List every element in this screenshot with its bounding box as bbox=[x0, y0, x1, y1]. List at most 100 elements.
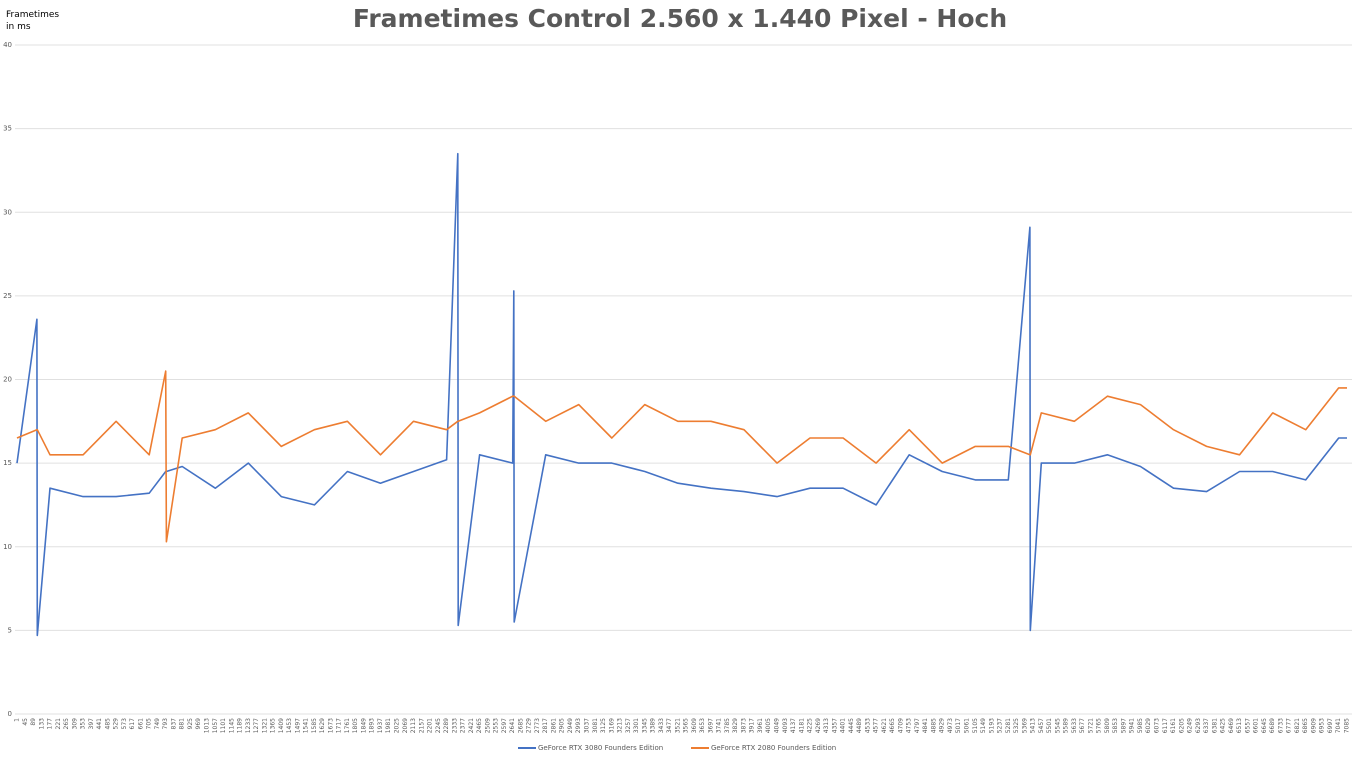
x-tick-label: 397 bbox=[88, 718, 95, 730]
x-tick-label: 1145 bbox=[228, 718, 235, 733]
x-tick-label: 5193 bbox=[988, 718, 995, 733]
x-tick-label: 529 bbox=[113, 718, 120, 730]
x-tick-label: 2949 bbox=[567, 718, 574, 733]
x-tick-label: 309 bbox=[71, 718, 78, 730]
x-tick-label: 1233 bbox=[245, 718, 252, 733]
x-tick-label: 5545 bbox=[1054, 718, 1061, 733]
y-tick-label: 35 bbox=[3, 125, 12, 133]
x-tick-label: 265 bbox=[63, 718, 70, 730]
x-tick-label: 4973 bbox=[947, 718, 954, 733]
x-tick-label: 1497 bbox=[294, 718, 301, 733]
x-tick-label: 3169 bbox=[608, 718, 615, 733]
x-tick-label: 4577 bbox=[873, 718, 880, 733]
x-tick-label: 2289 bbox=[443, 718, 450, 733]
x-tick-label: 1805 bbox=[352, 718, 359, 733]
x-tick-label: 3213 bbox=[617, 718, 624, 733]
x-tick-label: 5413 bbox=[1030, 718, 1037, 733]
x-tick-label: 5325 bbox=[1013, 718, 1020, 733]
y-tick-label: 40 bbox=[3, 41, 12, 49]
x-tick-label: 1981 bbox=[385, 718, 392, 733]
x-tick-label: 2597 bbox=[501, 718, 508, 733]
x-tick-label: 4005 bbox=[765, 718, 772, 733]
x-tick-label: 2069 bbox=[402, 718, 409, 733]
x-tick-label: 1453 bbox=[286, 718, 293, 733]
x-tick-label: 3433 bbox=[658, 718, 665, 733]
x-tick-label: 4841 bbox=[922, 718, 929, 733]
x-tick-label: 7085 bbox=[1344, 718, 1351, 733]
x-tick-label: 1365 bbox=[270, 718, 277, 733]
x-tick-label: 3125 bbox=[600, 718, 607, 733]
x-tick-label: 3301 bbox=[633, 718, 640, 733]
x-tick-label: 4093 bbox=[782, 718, 789, 733]
x-tick-label: 6073 bbox=[1154, 718, 1161, 733]
x-tick-label: 1101 bbox=[220, 718, 227, 733]
x-tick-label: 2333 bbox=[451, 718, 458, 733]
x-tick-label: 6469 bbox=[1228, 718, 1235, 733]
x-tick-label: 6821 bbox=[1294, 718, 1301, 733]
x-tick-label: 4885 bbox=[930, 718, 937, 733]
x-tick-label: 1321 bbox=[261, 718, 268, 733]
x-tick-label: 6513 bbox=[1236, 718, 1243, 733]
x-tick-label: 221 bbox=[55, 718, 62, 730]
x-tick-label: 3081 bbox=[592, 718, 599, 733]
x-tick-label: 177 bbox=[47, 718, 54, 730]
x-tick-label: 6249 bbox=[1187, 718, 1194, 733]
y-axis-label: Frametimes in ms bbox=[6, 10, 60, 32]
x-tick-label: 1893 bbox=[369, 718, 376, 733]
x-tick-label: 4357 bbox=[831, 718, 838, 733]
x-tick-label: 6733 bbox=[1277, 718, 1284, 733]
x-tick-label: 2905 bbox=[559, 718, 566, 733]
x-tick-label: 2773 bbox=[534, 718, 541, 733]
x-tick-label: 4929 bbox=[939, 718, 946, 733]
x-tick-label: 4445 bbox=[848, 718, 855, 733]
x-tick-label: 1 bbox=[14, 718, 21, 722]
x-tick-label: 1629 bbox=[319, 718, 326, 733]
x-tick-label: 4489 bbox=[856, 718, 863, 733]
x-tick-label: 2201 bbox=[427, 718, 434, 733]
x-tick-label: 6557 bbox=[1244, 718, 1251, 733]
x-tick-label: 1409 bbox=[278, 718, 285, 733]
x-tick-label: 7041 bbox=[1335, 718, 1342, 733]
x-tick-label: 3389 bbox=[650, 718, 657, 733]
x-tick-label: 5369 bbox=[1021, 718, 1028, 733]
x-tick-label: 793 bbox=[162, 718, 169, 730]
x-tick-label: 5721 bbox=[1087, 718, 1094, 733]
x-tick-label: 6997 bbox=[1327, 718, 1334, 733]
x-tick-label: 5941 bbox=[1129, 718, 1136, 733]
x-tick-label: 6029 bbox=[1145, 718, 1152, 733]
y-tick-label: 20 bbox=[3, 376, 12, 384]
x-tick-label: 1761 bbox=[344, 718, 351, 733]
series-line bbox=[16, 152, 1347, 637]
x-tick-label: 925 bbox=[187, 718, 194, 730]
x-tick-label: 4621 bbox=[881, 718, 888, 733]
x-tick-label: 5149 bbox=[980, 718, 987, 733]
x-tick-label: 2245 bbox=[435, 718, 442, 733]
x-tick-label: 1849 bbox=[360, 718, 367, 733]
x-tick-label: 2641 bbox=[509, 718, 516, 733]
legend-label: GeForce RTX 3080 Founders Edition bbox=[538, 744, 663, 752]
x-tick-label: 485 bbox=[104, 718, 111, 730]
x-tick-label: 661 bbox=[137, 718, 144, 730]
x-tick-label: 3917 bbox=[749, 718, 756, 733]
x-tick-label: 705 bbox=[146, 718, 153, 730]
x-tick-label: 3697 bbox=[707, 718, 714, 733]
x-tick-label: 5633 bbox=[1071, 718, 1078, 733]
x-tick-label: 3829 bbox=[732, 718, 739, 733]
x-tick-label: 4137 bbox=[790, 718, 797, 733]
x-tick-label: 5985 bbox=[1137, 718, 1144, 733]
x-tick-label: 6381 bbox=[1211, 718, 1218, 733]
x-tick-label: 4753 bbox=[906, 718, 913, 733]
x-tick-label: 6865 bbox=[1302, 718, 1309, 733]
x-tick-label: 1189 bbox=[237, 718, 244, 733]
series-line bbox=[16, 370, 1347, 543]
x-tick-label: 2025 bbox=[394, 718, 401, 733]
x-tick-label: 3477 bbox=[666, 718, 673, 733]
x-tick-label: 1277 bbox=[253, 718, 260, 733]
x-tick-label: 3037 bbox=[584, 718, 591, 733]
x-tick-label: 2817 bbox=[542, 718, 549, 733]
x-tick-label: 6909 bbox=[1310, 718, 1317, 733]
x-tick-label: 1057 bbox=[212, 718, 219, 733]
x-tick-label: 1013 bbox=[204, 718, 211, 733]
